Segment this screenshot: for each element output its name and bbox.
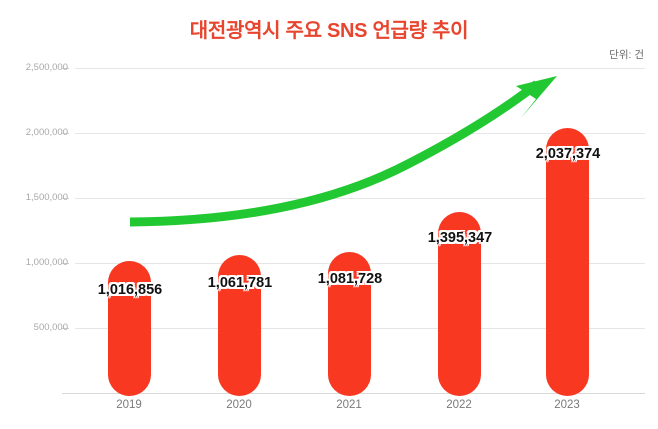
- ytick-dash-2000000: [62, 133, 69, 134]
- bar-2023[interactable]: [546, 128, 589, 396]
- chart-title: 대전광역시 주요 SNS 언급량 추이: [189, 20, 469, 42]
- bar-2019[interactable]: [108, 261, 151, 396]
- ytick-dash-1000000: [62, 263, 69, 264]
- xtick-label-2021: 2021: [336, 399, 362, 411]
- bar-2020[interactable]: [218, 255, 261, 396]
- unit-note: 단위: 건: [609, 49, 644, 61]
- ytick-dash-500000: [62, 328, 69, 329]
- gridline-2500000: [75, 68, 645, 69]
- ytick-dash-2500000: [62, 68, 69, 69]
- ytick-dash-1500000: [62, 198, 69, 199]
- ytick-label-2000000: 2,000,000: [25, 127, 68, 138]
- xtick-label-2023: 2023: [554, 399, 580, 411]
- bar-2022[interactable]: [438, 212, 481, 396]
- bar-label-2022: 1,395,347: [427, 230, 493, 246]
- ytick-label-1000000: 1,000,000: [25, 257, 68, 268]
- xtick-label-2020: 2020: [226, 399, 252, 411]
- bar-label-2021: 1,081,728: [317, 271, 383, 287]
- bar-label-2020: 1,061,781: [207, 275, 273, 291]
- bar-label-2019: 1,016,856: [97, 282, 163, 298]
- ytick-label-1500000: 1,500,000: [25, 192, 68, 203]
- xtick-label-2022: 2022: [446, 399, 472, 411]
- bar-2021[interactable]: [328, 252, 371, 396]
- ytick-label-2500000: 2,500,000: [25, 62, 68, 73]
- bar-label-2023: 2,037,374: [535, 146, 601, 162]
- ytick-label-500000: 500,000: [33, 322, 68, 333]
- xtick-label-2019: 2019: [116, 399, 142, 411]
